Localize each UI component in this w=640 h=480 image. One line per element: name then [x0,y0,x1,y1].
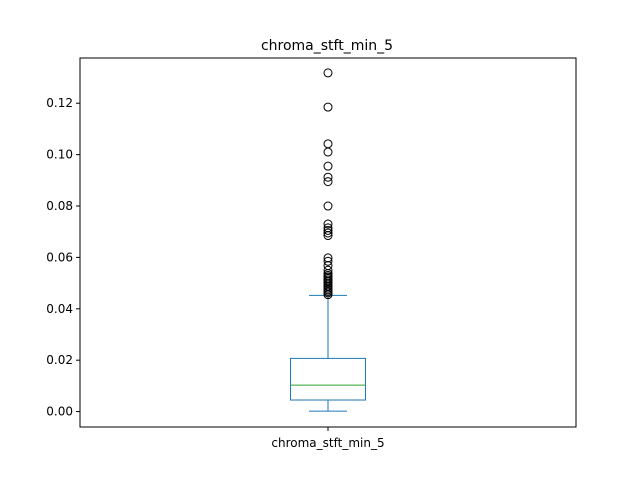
outlier-point [323,177,333,187]
y-axis: 0.00 0.02 0.04 0.06 0.08 0.10 0.12 [46,96,80,419]
y-tick-label: 0.10 [46,148,73,162]
outlier-point [323,139,333,149]
outlier-point [323,172,333,182]
outlier-point [323,223,333,233]
y-tick-label: 0.12 [46,96,73,110]
outlier-point [323,161,333,171]
x-axis: chroma_stft_min_5 [271,427,385,450]
outlier-point [323,102,333,112]
plot-area [290,68,366,412]
y-tick-label: 0.08 [46,199,73,213]
iqr-box [290,357,366,401]
outlier-point [323,201,333,211]
y-tick-label: 0.00 [46,405,73,419]
outlier-point [323,253,333,263]
x-tick-label: chroma_stft_min_5 [271,436,384,450]
outlier-point [323,228,333,238]
outlier-point [323,225,333,235]
outlier-point [323,147,333,157]
y-tick-label: 0.02 [46,353,73,367]
plot-frame [79,57,577,428]
y-tick-label: 0.04 [46,302,73,316]
outlier-point [323,256,333,266]
outlier-point [323,265,333,275]
chart-title: chroma_stft_min_5 [261,38,393,54]
y-tick-label: 0.06 [46,250,73,264]
outlier-point [323,68,333,78]
outlier-point [323,219,333,229]
